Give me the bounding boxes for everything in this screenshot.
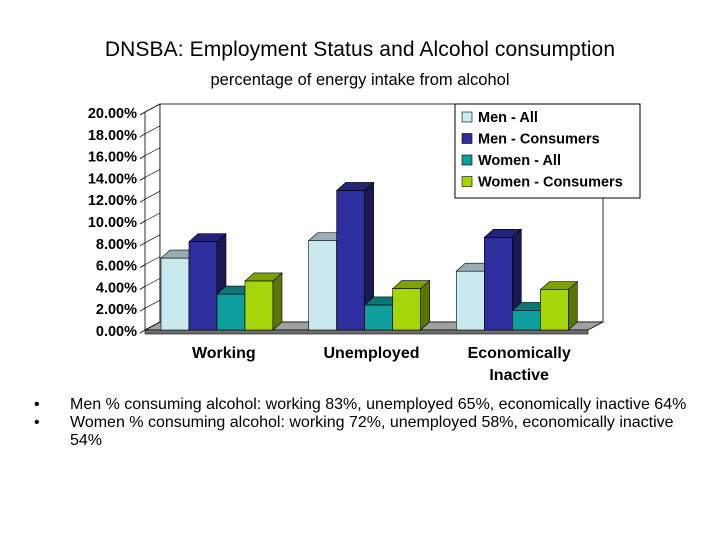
legend-swatch xyxy=(461,111,473,123)
y-tick xyxy=(139,286,146,290)
y-tick-label: 0.00% xyxy=(96,324,137,340)
x-tick-label: Economically xyxy=(468,345,571,362)
bar-women-all-0 xyxy=(216,293,246,331)
bar-women-consumers-0 xyxy=(244,280,274,331)
y-gridstub xyxy=(144,299,161,309)
y-gridstub xyxy=(144,169,161,178)
bar-women-consumers-1 xyxy=(392,288,421,331)
y-tick xyxy=(139,307,146,312)
y-gridstub xyxy=(144,234,161,244)
legend-swatch xyxy=(461,133,473,144)
y-tick xyxy=(139,329,146,334)
x-tick-label: Inactive xyxy=(489,367,549,384)
y-tick xyxy=(139,242,146,247)
bullet-text: Women % consuming alcohol: working 72%, … xyxy=(70,414,674,449)
y-tick xyxy=(139,111,146,116)
legend-label: Women - Consumers xyxy=(478,175,623,191)
bar-side xyxy=(420,279,430,331)
x-tick-label: Working xyxy=(192,345,256,362)
x-tick-label: Unemployed xyxy=(323,345,419,362)
y-gridstub xyxy=(144,190,161,200)
bar-women-all-2 xyxy=(512,310,541,331)
y-tick xyxy=(139,155,146,159)
y-tick-label: 6.00% xyxy=(96,259,137,275)
legend-swatch xyxy=(461,176,473,187)
y-tick-label: 18.00% xyxy=(88,128,137,144)
y-tick-label: 16.00% xyxy=(88,150,137,166)
y-gridstub xyxy=(144,103,161,113)
legend-label: Men - Consumers xyxy=(478,132,600,148)
y-tick-label: 4.00% xyxy=(96,280,137,296)
bar-side xyxy=(272,272,283,331)
chart-title: DNSBA: Employment Status and Alcohol con… xyxy=(104,38,616,61)
y-tick-label: 14.00% xyxy=(88,171,137,187)
bar-women-consumers-2 xyxy=(540,289,569,331)
y-gridstub xyxy=(144,278,161,287)
bar-men-consumers-0 xyxy=(188,241,218,331)
legend-box xyxy=(454,103,641,199)
y-tick xyxy=(139,220,146,225)
legend-label: Men - All xyxy=(478,110,538,126)
bar-men-all-0 xyxy=(160,257,190,331)
y-tick xyxy=(139,198,146,203)
y-tick xyxy=(139,177,146,181)
bar-men-all-2 xyxy=(456,270,485,331)
bullet-text: Men % consuming alcohol: working 83%, un… xyxy=(70,396,687,413)
bullet-item: • Women % consuming alcohol: working 72%… xyxy=(34,414,694,450)
y-tick-label: 20.00% xyxy=(88,106,137,122)
legend-label: Women - All xyxy=(478,153,561,169)
y-tick-label: 2.00% xyxy=(96,302,137,318)
chart-subtitle: percentage of energy intake from alcohol xyxy=(210,71,510,89)
bar-men-consumers-2 xyxy=(484,237,513,331)
bar-men-all-1 xyxy=(308,240,337,331)
bar-men-consumers-1 xyxy=(336,190,365,331)
chart-floor-edge xyxy=(144,329,589,335)
y-tick xyxy=(139,264,146,268)
bullet-list: • Men % consuming alcohol: working 83%, … xyxy=(34,396,694,450)
y-gridstub xyxy=(144,321,161,331)
bullet-marker: • xyxy=(34,414,40,431)
y-gridstub xyxy=(144,125,161,135)
bar-women-all-1 xyxy=(364,304,393,331)
y-tick xyxy=(139,133,146,138)
y-tick-label: 10.00% xyxy=(88,215,137,231)
y-gridstub xyxy=(144,212,161,222)
bullet-item: • Men % consuming alcohol: working 83%, … xyxy=(34,396,694,414)
bar-chart: 0.00% 2.00% 4.00% 6.00% 8.00% 10.00% 12.00% 14.… xyxy=(88,103,641,384)
legend-swatch xyxy=(461,154,473,166)
y-gridstub xyxy=(144,147,161,156)
bar-side xyxy=(568,281,578,331)
y-gridstub xyxy=(144,256,161,265)
bullet-marker: • xyxy=(34,396,40,413)
y-tick-label: 12.00% xyxy=(88,193,137,209)
y-tick-label: 8.00% xyxy=(96,237,137,253)
